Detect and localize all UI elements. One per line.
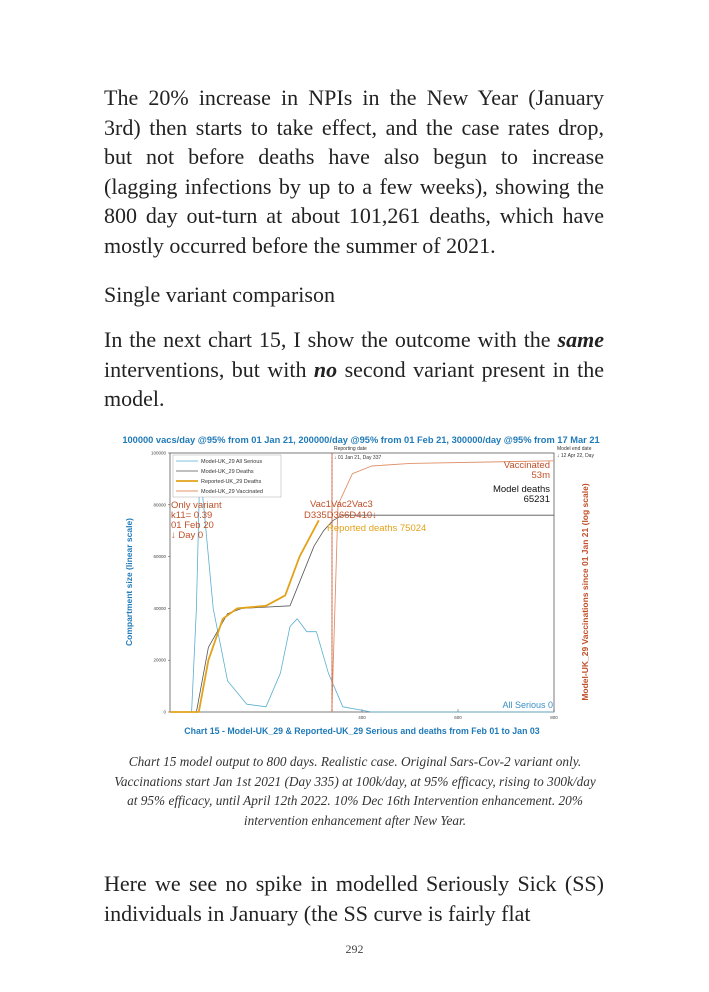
chart-title: 100000 vacs/day @95% from 01 Jan 21, 200… — [122, 435, 599, 445]
annotation-vac-days: D335D366D410↓ — [304, 510, 377, 521]
annotation-vaccinated: Vaccinated — [504, 460, 550, 471]
annotation-all-serious: All Serious 0 — [502, 700, 553, 710]
legend: Model-UK_29 All Serious Model-UK_29 Death… — [172, 454, 282, 498]
paragraph-npi-effect: The 20% increase in NPIs in the New Year… — [104, 85, 604, 258]
annotation-start-date: 01 Feb 20 — [171, 520, 214, 531]
annotation-reporting-day: ↓ 01 Jan 21, Day 337 — [334, 455, 381, 461]
chart-15: 100000 vacs/day @95% from 01 Jan 21, 200… — [116, 430, 606, 740]
page-number: 292 — [345, 942, 364, 956]
x-tick-label: 800 — [550, 715, 558, 720]
y-tick-label: 40000 — [153, 606, 166, 611]
annotation-model-end: Model end date — [557, 446, 592, 452]
legend-entry: Model-UK_29 Deaths — [201, 469, 254, 475]
legend-entry: Model-UK_29 Vaccinated — [201, 489, 263, 495]
text: interventions, but with — [104, 356, 314, 382]
text: second variant present in the model. — [104, 356, 604, 412]
emphasis-no: no — [313, 356, 338, 382]
x-tick-label: 600 — [454, 715, 462, 720]
annotation-reported-deaths: Reported deaths 75024 — [327, 523, 426, 534]
series-line-3 — [331, 460, 555, 713]
annotation-only-variant: Only variant — [171, 500, 222, 511]
annotation-model-deaths: Model deaths — [493, 484, 550, 495]
paragraph-discussion: Here we see no spike in modelled Serious… — [104, 871, 604, 926]
y-tick-label: 80000 — [153, 502, 166, 507]
section-heading: Single variant comparison — [104, 282, 335, 307]
y-tick-label: 0 — [163, 710, 166, 715]
series-line-1 — [170, 514, 554, 713]
annotation-model-deaths-count: 65231 — [524, 494, 550, 505]
y-axis-label: Compartment size (linear scale) — [124, 518, 134, 646]
chart-caption: Chart 15 model output to 800 days. Reali… — [114, 754, 596, 828]
annotation-vac-labels: Vac1Vac2Vac3 — [310, 499, 373, 510]
x-axis-label: Chart 15 - Model-UK_29 & Reported-UK_29 … — [184, 726, 539, 736]
annotation-k11: k11= 0.39 — [171, 510, 212, 521]
y-tick-label: 60000 — [153, 554, 166, 559]
x-tick-label: 400 — [358, 715, 366, 720]
annotation-day0: ↓ Day 0 — [171, 530, 203, 541]
annotation-model-end-day: ↓ 12 Apr 22, Day — [557, 453, 594, 459]
legend-entry: Reported-UK_29 Deaths — [201, 479, 261, 485]
y-tick-label: 20000 — [153, 658, 166, 663]
series-line-2 — [170, 519, 320, 713]
paragraph-chart-intro: In the next chart 15, I show the outcome… — [104, 325, 604, 414]
emphasis-same: same — [557, 327, 604, 352]
annotation-vaccinated-count: 53m — [532, 470, 551, 481]
legend-entry: Model-UK_29 All Serious — [201, 459, 262, 465]
y-tick-label: 100000 — [151, 451, 167, 456]
text: In the next chart 15, I show the outcome… — [104, 327, 558, 352]
annotation-reporting-date: Reporting date — [334, 446, 367, 452]
y2-axis-label: Model-UK_29 Vaccinations since 01 Jan 21… — [580, 483, 590, 700]
